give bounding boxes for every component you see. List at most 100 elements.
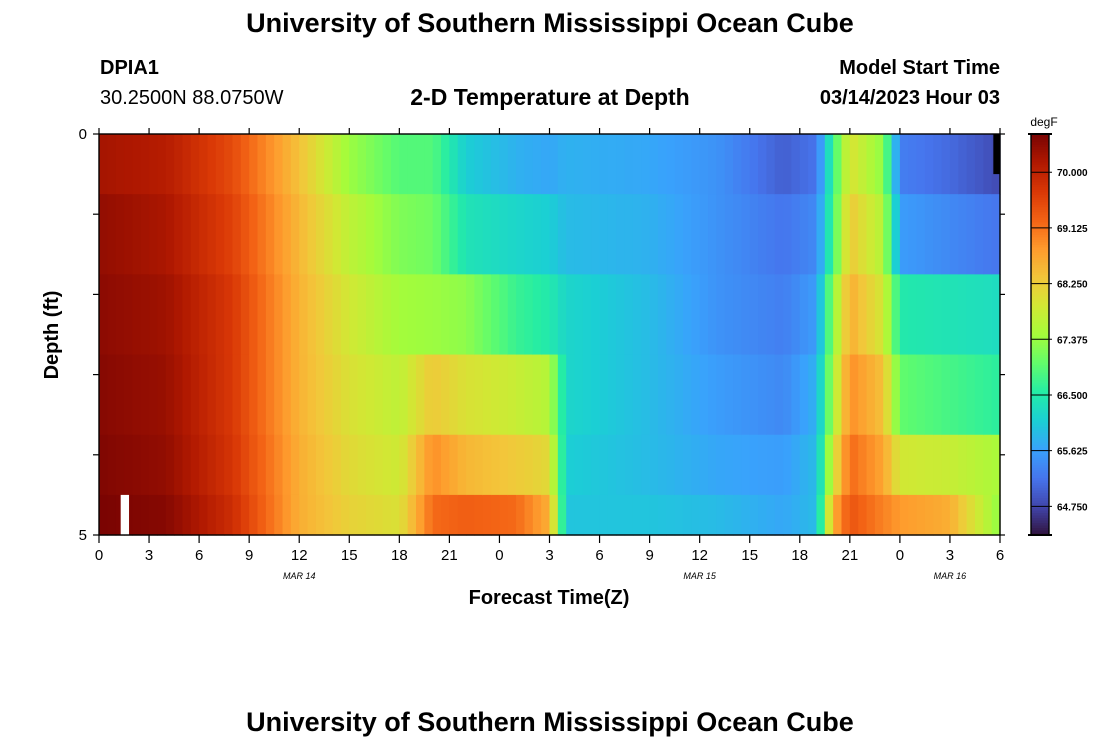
colorbar-segment bbox=[1031, 271, 1049, 275]
y-axis-label: Depth (ft) bbox=[41, 291, 63, 380]
heatmap-cell bbox=[766, 354, 776, 436]
heatmap-cell bbox=[174, 354, 184, 436]
heatmap-cell bbox=[607, 434, 617, 496]
heatmap-cell bbox=[149, 434, 158, 496]
heatmap-cell bbox=[190, 354, 200, 436]
heatmap-cell bbox=[140, 134, 150, 195]
heatmap-cell bbox=[582, 434, 592, 496]
heatmap-cell bbox=[599, 194, 609, 275]
heatmap-cell bbox=[607, 274, 617, 356]
heatmap-cell bbox=[966, 134, 976, 195]
heatmap-cell bbox=[132, 494, 142, 536]
heatmap-cell bbox=[849, 274, 859, 356]
heatmap-cell bbox=[349, 274, 359, 356]
heatmap-cell bbox=[983, 134, 993, 195]
x-tick-label: 6 bbox=[595, 547, 603, 564]
heatmap-cell bbox=[824, 434, 834, 496]
colorbar-segment bbox=[1031, 246, 1049, 250]
heatmap-cell bbox=[507, 194, 517, 275]
heatmap-cell bbox=[424, 434, 434, 496]
colorbar-segment bbox=[1031, 344, 1049, 348]
heatmap-cell bbox=[332, 194, 342, 275]
heatmap-cell bbox=[724, 434, 734, 496]
heatmap-cell bbox=[382, 134, 392, 195]
heatmap-cell bbox=[274, 274, 284, 356]
heatmap-cell bbox=[499, 434, 509, 496]
heatmap-cell bbox=[891, 494, 901, 536]
heatmap-cell bbox=[791, 434, 801, 496]
colorbar-segment bbox=[1031, 477, 1049, 481]
x-tick-label: 15 bbox=[741, 547, 758, 564]
colorbar-segment bbox=[1031, 239, 1049, 243]
heatmap-cell bbox=[99, 134, 108, 195]
colorbar-segment bbox=[1031, 454, 1049, 458]
heatmap-cell bbox=[99, 194, 108, 275]
heatmap-cell bbox=[524, 194, 534, 275]
heatmap-cell bbox=[674, 194, 684, 275]
heatmap-cell bbox=[399, 274, 409, 356]
heatmap-cell bbox=[708, 434, 717, 496]
heatmap-cell bbox=[232, 354, 242, 436]
colorbar-segment bbox=[1031, 469, 1049, 473]
colorbar-segment bbox=[1031, 264, 1049, 268]
colorbar-segment bbox=[1031, 434, 1049, 438]
heatmap-cell bbox=[349, 194, 359, 275]
heatmap-chart: 0 3 6 9 12 15 18 21 0 3 6 9 12 15 18 21 0 3 6 MAR 14 MAR 15 M… bbox=[41, 115, 1088, 609]
heatmap-cell bbox=[616, 134, 626, 195]
heatmap-cell bbox=[240, 194, 250, 275]
heatmap-cell bbox=[340, 134, 350, 195]
colorbar-segment bbox=[1031, 136, 1049, 140]
colorbar-segment bbox=[1031, 417, 1049, 421]
heatmap-cell bbox=[349, 434, 359, 496]
heatmap-cell bbox=[958, 494, 968, 536]
heatmap-cell bbox=[649, 194, 659, 275]
heatmap-cell bbox=[649, 354, 659, 436]
heatmap-cell bbox=[574, 194, 584, 275]
heatmap-cell bbox=[224, 354, 234, 436]
colorbar-tick-label: 68.250 bbox=[1057, 280, 1088, 291]
heatmap-cell bbox=[441, 434, 450, 496]
heatmap-cell bbox=[441, 354, 450, 436]
heatmap-cell bbox=[449, 354, 459, 436]
heatmap-cell bbox=[666, 434, 676, 496]
heatmap-cell bbox=[791, 494, 801, 536]
heatmap-cell bbox=[340, 494, 350, 536]
colorbar-segment bbox=[1031, 311, 1049, 316]
colorbar-segment bbox=[1031, 467, 1049, 471]
heatmap-cell bbox=[708, 134, 717, 195]
heatmap-cell bbox=[883, 354, 893, 436]
heatmap-cell bbox=[499, 274, 509, 356]
heatmap-cell bbox=[99, 494, 108, 536]
heatmap-cell bbox=[332, 354, 342, 436]
heatmap-cell bbox=[374, 194, 384, 275]
heatmap-cell bbox=[657, 194, 667, 275]
heatmap-cell bbox=[716, 194, 726, 275]
heatmap-cell bbox=[841, 434, 851, 496]
colorbar-segment bbox=[1031, 176, 1049, 180]
heatmap-cell bbox=[324, 434, 334, 496]
colorbar-segment bbox=[1031, 529, 1049, 534]
heatmap-cell bbox=[691, 434, 701, 496]
colorbar-segment bbox=[1031, 464, 1049, 468]
colorbar-tick-label: 67.375 bbox=[1057, 335, 1088, 346]
heatmap-cell bbox=[924, 434, 934, 496]
heatmap-cell bbox=[115, 494, 125, 536]
heatmap-cell bbox=[240, 274, 250, 356]
heatmap-cell bbox=[232, 434, 242, 496]
heatmap-cell bbox=[682, 134, 692, 195]
heatmap-cell bbox=[758, 354, 767, 436]
x-tick-label: 12 bbox=[691, 547, 708, 564]
heatmap-cell bbox=[582, 194, 592, 275]
heatmap-cell bbox=[649, 274, 659, 356]
heatmap-cell bbox=[641, 494, 651, 536]
heatmap-cell bbox=[382, 434, 392, 496]
heatmap-cell bbox=[182, 354, 192, 436]
heatmap-cell bbox=[858, 134, 868, 195]
heatmap-cell bbox=[733, 354, 742, 436]
x-tick-label: 18 bbox=[791, 547, 808, 564]
colorbar-segment bbox=[1031, 229, 1049, 233]
colorbar-segment bbox=[1031, 304, 1049, 308]
heatmap-cell bbox=[332, 134, 342, 195]
colorbar-segment bbox=[1031, 399, 1049, 403]
colorbar-segment bbox=[1031, 269, 1049, 273]
